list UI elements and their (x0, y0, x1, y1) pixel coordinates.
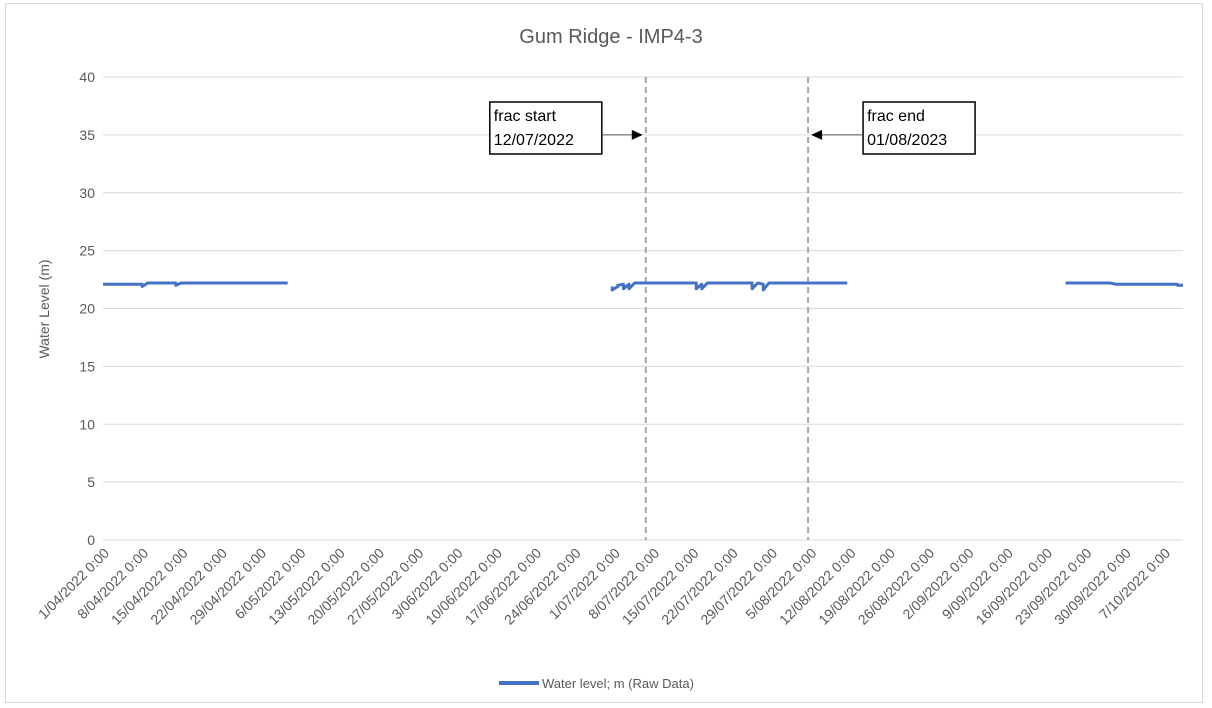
series-lines (103, 281, 1183, 292)
callout-label-line2: 12/07/2022 (494, 132, 574, 149)
y-tick-label: 40 (79, 69, 95, 85)
callout-label-line2: 01/08/2023 (867, 132, 947, 149)
frac-markers (644, 77, 810, 540)
gridlines (103, 76, 1183, 541)
legend-label: Water level; m (Raw Data) (542, 676, 694, 691)
legend: Water level; m (Raw Data) (499, 676, 694, 691)
y-tick-label: 20 (79, 301, 95, 317)
series-line-segment (610, 281, 848, 292)
y-tick-label: 10 (79, 416, 95, 432)
y-tick-label: 30 (79, 185, 95, 201)
chart-area: Gum Ridge - IMP4-3 Water Level (m) 0 5 10 1… (5, 3, 1203, 703)
callout-arrow-head (631, 129, 643, 140)
chart-title: Gum Ridge - IMP4-3 (519, 26, 702, 48)
series-line-segment (1065, 281, 1183, 287)
line-chart: Gum Ridge - IMP4-3 Water Level (m) 0 5 10 1… (35, 26, 1183, 691)
callout-box (862, 101, 976, 155)
callout-arrow-head (811, 129, 823, 140)
callout-label-line1: frac start (494, 108, 557, 125)
y-tick-label: 25 (79, 243, 95, 259)
series-line-segment (103, 281, 288, 288)
y-tick-labels: 0 5 10 15 20 25 30 35 40 (79, 69, 95, 548)
y-axis-title: Water Level (m) (36, 259, 52, 358)
frac-callouts: frac start 12/07/2022 frac end 01/08/2023 (489, 101, 976, 155)
y-tick-label: 15 (79, 358, 95, 374)
y-tick-label: 35 (79, 127, 95, 143)
y-tick-label: 0 (87, 532, 95, 548)
y-tick-label: 5 (87, 474, 95, 490)
callout-box (489, 101, 603, 155)
callout-label-line1: frac end (867, 108, 925, 125)
x-tick-label: 7/10/2022 0:00 (1096, 545, 1174, 623)
